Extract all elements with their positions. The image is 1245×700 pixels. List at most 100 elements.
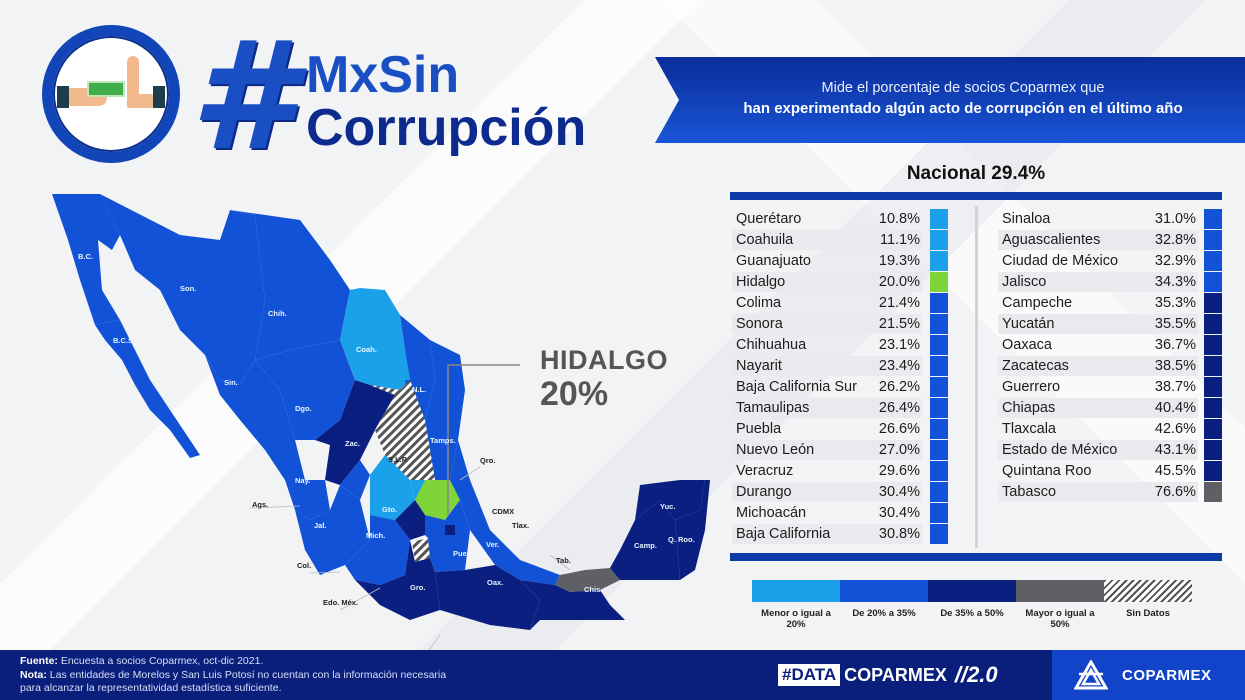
- category-swatch: [930, 334, 948, 355]
- table-row: Chiapas 40.4%: [998, 397, 1222, 418]
- row-cells: Chiapas 40.4%: [998, 397, 1198, 418]
- state-yuc: [635, 480, 705, 520]
- state-name: Estado de México: [1002, 441, 1118, 458]
- state-ver: [450, 440, 560, 585]
- state-name: Chihuahua: [736, 336, 807, 353]
- state-value: 26.2%: [878, 378, 920, 395]
- state-bcs: [95, 320, 200, 458]
- callout-state: HIDALGO: [540, 345, 668, 375]
- national-value: Nacional 29.4%: [906, 163, 1046, 184]
- table-row: Durango 30.4%: [732, 481, 950, 502]
- category-swatch: [1204, 208, 1222, 229]
- state-table-left: Querétaro 10.8% Coahuila 11.1% Guanajuato 19.…: [732, 208, 950, 544]
- category-swatch: [1204, 271, 1222, 292]
- row-cells: Baja California 30.8%: [732, 523, 922, 544]
- category-swatch: [930, 313, 948, 334]
- table-row: Estado de México 43.1%: [998, 439, 1222, 460]
- row-cells: Aguascalientes 32.8%: [998, 229, 1198, 250]
- row-cells: Quintana Roo 45.5%: [998, 461, 1198, 481]
- table-row: Tlaxcala 42.6%: [998, 418, 1222, 439]
- state-value: 10.8%: [878, 210, 920, 227]
- state-name: Guerrero: [1002, 378, 1061, 395]
- state-name: Chiapas: [1002, 399, 1056, 416]
- category-swatch: [1204, 376, 1222, 397]
- map-label-slp: S.L.P.: [388, 455, 408, 464]
- table-row: Tabasco 76.6%: [998, 481, 1222, 502]
- row-cells: Durango 30.4%: [732, 481, 922, 502]
- state-value: 21.5%: [878, 315, 920, 332]
- state-value: 31.0%: [1154, 210, 1196, 227]
- table-row: Nayarit 23.4%: [732, 355, 950, 376]
- table-top-rule: [730, 192, 1222, 200]
- state-value: 38.5%: [1154, 357, 1196, 374]
- table-bottom-rule: [730, 553, 1222, 561]
- category-swatch: [1204, 355, 1222, 376]
- category-swatch: [1204, 481, 1222, 502]
- data-chip: #DATA: [778, 664, 841, 686]
- state-name: Puebla: [736, 420, 782, 437]
- banner-line2: han experimentado algún acto de corrupci…: [743, 100, 1183, 117]
- row-cells: Hidalgo 20.0%: [732, 271, 922, 292]
- category-swatch: [1204, 397, 1222, 418]
- row-cells: Campeche 35.3%: [998, 293, 1198, 313]
- mexico-map: B.C. B.C.S. Son. Chih. Sin. Dgo. Coah. N…: [40, 180, 740, 660]
- row-cells: Tlaxcala 42.6%: [998, 419, 1198, 439]
- state-gto: [370, 455, 415, 520]
- state-value: 30.8%: [878, 525, 920, 542]
- legend-label: Sin Datos: [1126, 608, 1170, 619]
- map-label-ags: Ags.: [252, 500, 268, 509]
- row-cells: Puebla 26.6%: [732, 419, 922, 439]
- state-value: 26.4%: [878, 399, 920, 416]
- map-label-qro: Qro.: [480, 456, 495, 465]
- table-row: Chihuahua 23.1%: [732, 334, 950, 355]
- category-swatch: [930, 418, 948, 439]
- state-value: 20.0%: [878, 273, 920, 290]
- state-name: Jalisco: [1002, 273, 1047, 290]
- state-value: 27.0%: [878, 441, 920, 458]
- state-camp: [610, 500, 680, 580]
- category-swatch: [1204, 229, 1222, 250]
- state-name: Yucatán: [1002, 315, 1055, 332]
- map-label-oax: Oax.: [487, 578, 503, 587]
- table-row: Ciudad de México 32.9%: [998, 250, 1222, 271]
- row-cells: Zacatecas 38.5%: [998, 355, 1198, 376]
- state-table-right: Sinaloa 31.0% Aguascalientes 32.8% Ciudad de…: [998, 208, 1222, 502]
- description-banner: Mide el porcentaje de socios Coparmex qu…: [655, 57, 1245, 143]
- state-name: Querétaro: [736, 210, 802, 227]
- category-swatch: [930, 502, 948, 523]
- category-swatch: [930, 397, 948, 418]
- banner-line1: Mide el porcentaje de socios Coparmex qu…: [821, 80, 1105, 96]
- state-name: Baja California: [736, 525, 831, 542]
- category-swatch: [1204, 313, 1222, 334]
- state-ags: [340, 460, 370, 500]
- legend-label: Menor o igual a 20%: [761, 608, 831, 631]
- state-name: Nayarit: [736, 357, 782, 374]
- map-label-dgo: Dgo.: [295, 404, 312, 413]
- row-cells: Colima 21.4%: [732, 293, 922, 313]
- state-jal: [295, 485, 370, 575]
- table-row: Michoacán 30.4%: [732, 502, 950, 523]
- legend-item: De 35% a 50%: [928, 580, 1016, 631]
- map-label-chis: Chis.: [584, 585, 602, 594]
- state-tlax: [445, 525, 455, 535]
- table-row: Tamaulipas 26.4%: [732, 397, 950, 418]
- category-swatch: [930, 250, 948, 271]
- row-cells: Veracruz 29.6%: [732, 461, 922, 481]
- state-name: Baja California Sur: [736, 378, 857, 395]
- state-value: 19.3%: [878, 252, 920, 269]
- category-swatch: [930, 439, 948, 460]
- category-swatch: [1204, 250, 1222, 271]
- category-swatch: [1204, 460, 1222, 481]
- state-name: Guanajuato: [736, 252, 811, 269]
- note-text: Las entidades de Morelos y San Luis Poto…: [49, 668, 447, 681]
- state-chis: [520, 580, 625, 630]
- state-sin: [205, 355, 305, 480]
- legend-item: Menor o igual a 20%: [752, 580, 840, 631]
- legend-item: De 20% a 35%: [840, 580, 928, 631]
- state-gro: [355, 540, 440, 620]
- note-text-2: para alcanzar la representatividad estad…: [20, 682, 282, 695]
- state-value: 21.4%: [878, 294, 920, 311]
- map-label-nay: Nay.: [295, 476, 310, 485]
- state-nay: [285, 480, 330, 520]
- state-value: 76.6%: [1154, 483, 1196, 500]
